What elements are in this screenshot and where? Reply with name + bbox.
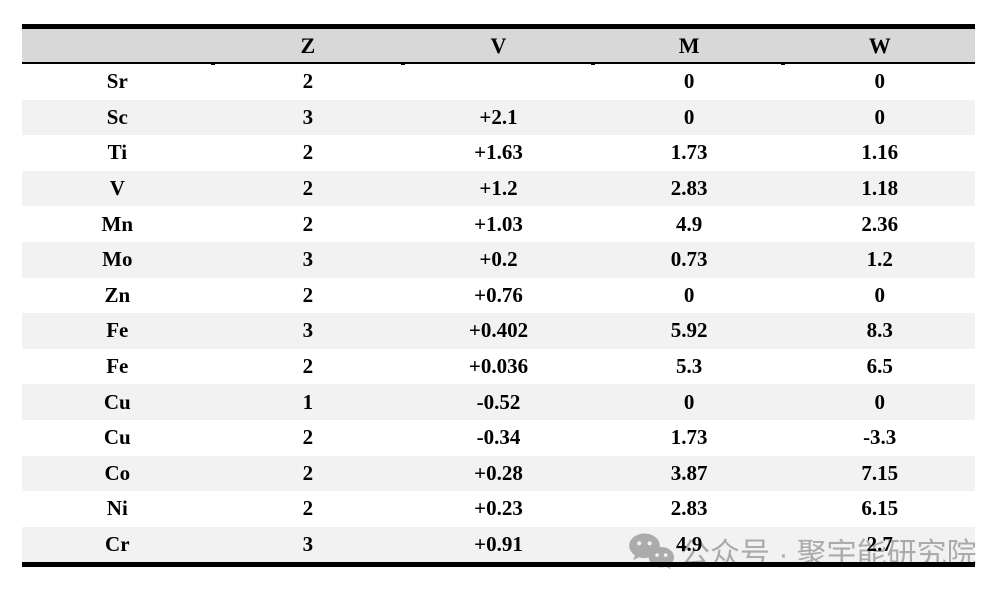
- element-cell: Cu: [22, 419, 213, 456]
- value-cell: 2: [212, 491, 404, 527]
- table-row: Fe 2 +0.036 5.3 6.5: [22, 348, 975, 385]
- value-cell: 5.3: [593, 348, 785, 385]
- value-cell: +2.1: [403, 99, 594, 136]
- value-cell: 2.36: [784, 206, 975, 242]
- value-cell: 1.73: [593, 135, 785, 171]
- element-cell: Sc: [22, 99, 213, 136]
- table-row: Sr 2 0 0: [22, 63, 975, 100]
- value-cell: 1.73: [593, 419, 785, 456]
- value-cell: +1.2: [403, 170, 594, 207]
- element-cell: Cr: [22, 526, 213, 565]
- value-cell: 5.92: [593, 313, 785, 349]
- value-cell: 3: [212, 313, 404, 349]
- value-cell: 4.9: [593, 526, 785, 565]
- value-cell: 3: [212, 99, 404, 136]
- header-cell-z: Z: [212, 26, 404, 64]
- element-cell: Cu: [22, 384, 213, 420]
- table-header: Z V M W: [22, 26, 975, 64]
- value-cell: 2: [212, 455, 404, 492]
- value-cell: +1.03: [403, 206, 594, 242]
- value-cell: -3.3: [784, 419, 975, 456]
- column-divider-tick: [211, 62, 215, 65]
- value-cell: 3: [212, 241, 404, 278]
- value-cell: 0.73: [593, 241, 785, 278]
- value-cell: 0: [784, 384, 975, 420]
- table-row: Cu 2 -0.34 1.73 -3.3: [22, 419, 975, 456]
- value-cell: 1.18: [784, 170, 975, 207]
- value-cell: 2: [212, 206, 404, 242]
- value-cell: +0.76: [403, 277, 594, 314]
- value-cell: 0: [784, 63, 975, 100]
- header-cell-m: M: [593, 26, 785, 64]
- value-cell: 0: [593, 99, 785, 136]
- table-row: Mn 2 +1.03 4.9 2.36: [22, 206, 975, 242]
- table-row: Fe 3 +0.402 5.92 8.3: [22, 313, 975, 349]
- value-cell: +1.63: [403, 135, 594, 171]
- table-row: Cu 1 -0.52 0 0: [22, 384, 975, 420]
- value-cell: 2: [212, 419, 404, 456]
- header-cell-w: W: [784, 26, 975, 64]
- value-cell: 2: [212, 170, 404, 207]
- value-cell: 6.15: [784, 491, 975, 527]
- element-cell: Fe: [22, 348, 213, 385]
- value-cell: 1.16: [784, 135, 975, 171]
- value-cell: 0: [593, 277, 785, 314]
- table-row: V 2 +1.2 2.83 1.18: [22, 170, 975, 207]
- value-cell: 3.87: [593, 455, 785, 492]
- value-cell: 0: [593, 63, 785, 100]
- value-cell: +0.91: [403, 526, 594, 565]
- table-row: Mo 3 +0.2 0.73 1.2: [22, 241, 975, 278]
- table-row: Zn 2 +0.76 0 0: [22, 277, 975, 314]
- column-divider-tick: [401, 62, 405, 65]
- value-cell: 1.2: [784, 241, 975, 278]
- value-cell: [403, 63, 594, 100]
- element-cell: V: [22, 170, 213, 207]
- element-cell: Co: [22, 455, 213, 492]
- value-cell: 2.83: [593, 491, 785, 527]
- table-row: Ti 2 +1.63 1.73 1.16: [22, 135, 975, 171]
- element-cell: Mo: [22, 241, 213, 278]
- table-row: Sc 3 +2.1 0 0: [22, 99, 975, 136]
- value-cell: -0.52: [403, 384, 594, 420]
- value-cell: +0.036: [403, 348, 594, 385]
- value-cell: 0: [593, 384, 785, 420]
- value-cell: 2.83: [593, 170, 785, 207]
- value-cell: 2: [212, 277, 404, 314]
- element-cell: Ni: [22, 491, 213, 527]
- data-table: Z V M W Sr 2 0 0 Sc 3 +2.1 0 0 Ti 2 +1.63 1.73 1.16 V 2…: [22, 24, 975, 568]
- value-cell: +0.23: [403, 491, 594, 527]
- element-cell: Fe: [22, 313, 213, 349]
- value-cell: 7.15: [784, 455, 975, 492]
- value-cell: 2: [212, 348, 404, 385]
- value-cell: +0.28: [403, 455, 594, 492]
- value-cell: 0: [784, 277, 975, 314]
- table-row: Ni 2 +0.23 2.83 6.15: [22, 491, 975, 527]
- element-cell: Mn: [22, 206, 213, 242]
- value-cell: 2.7: [784, 526, 975, 565]
- value-cell: 4.9: [593, 206, 785, 242]
- column-divider-tick: [781, 62, 785, 65]
- table-body: Sr 2 0 0 Sc 3 +2.1 0 0 Ti 2 +1.63 1.73 1.16 V 2 +1.2 2.83…: [22, 63, 975, 565]
- value-cell: 2: [212, 135, 404, 171]
- header-cell-v: V: [403, 26, 594, 64]
- element-cell: Ti: [22, 135, 213, 171]
- value-cell: 0: [784, 99, 975, 136]
- table-row: Cr 3 +0.91 4.9 2.7: [22, 526, 975, 565]
- column-divider-tick: [591, 62, 595, 65]
- value-cell: +0.2: [403, 241, 594, 278]
- table-row: Co 2 +0.28 3.87 7.15: [22, 455, 975, 492]
- value-cell: -0.34: [403, 419, 594, 456]
- header-cell-element: [22, 26, 213, 64]
- value-cell: +0.402: [403, 313, 594, 349]
- value-cell: 1: [212, 384, 404, 420]
- value-cell: 3: [212, 526, 404, 565]
- value-cell: 6.5: [784, 348, 975, 385]
- element-cell: Sr: [22, 63, 213, 100]
- element-cell: Zn: [22, 277, 213, 314]
- header-row: Z V M W: [22, 26, 975, 64]
- value-cell: 2: [212, 63, 404, 100]
- value-cell: 8.3: [784, 313, 975, 349]
